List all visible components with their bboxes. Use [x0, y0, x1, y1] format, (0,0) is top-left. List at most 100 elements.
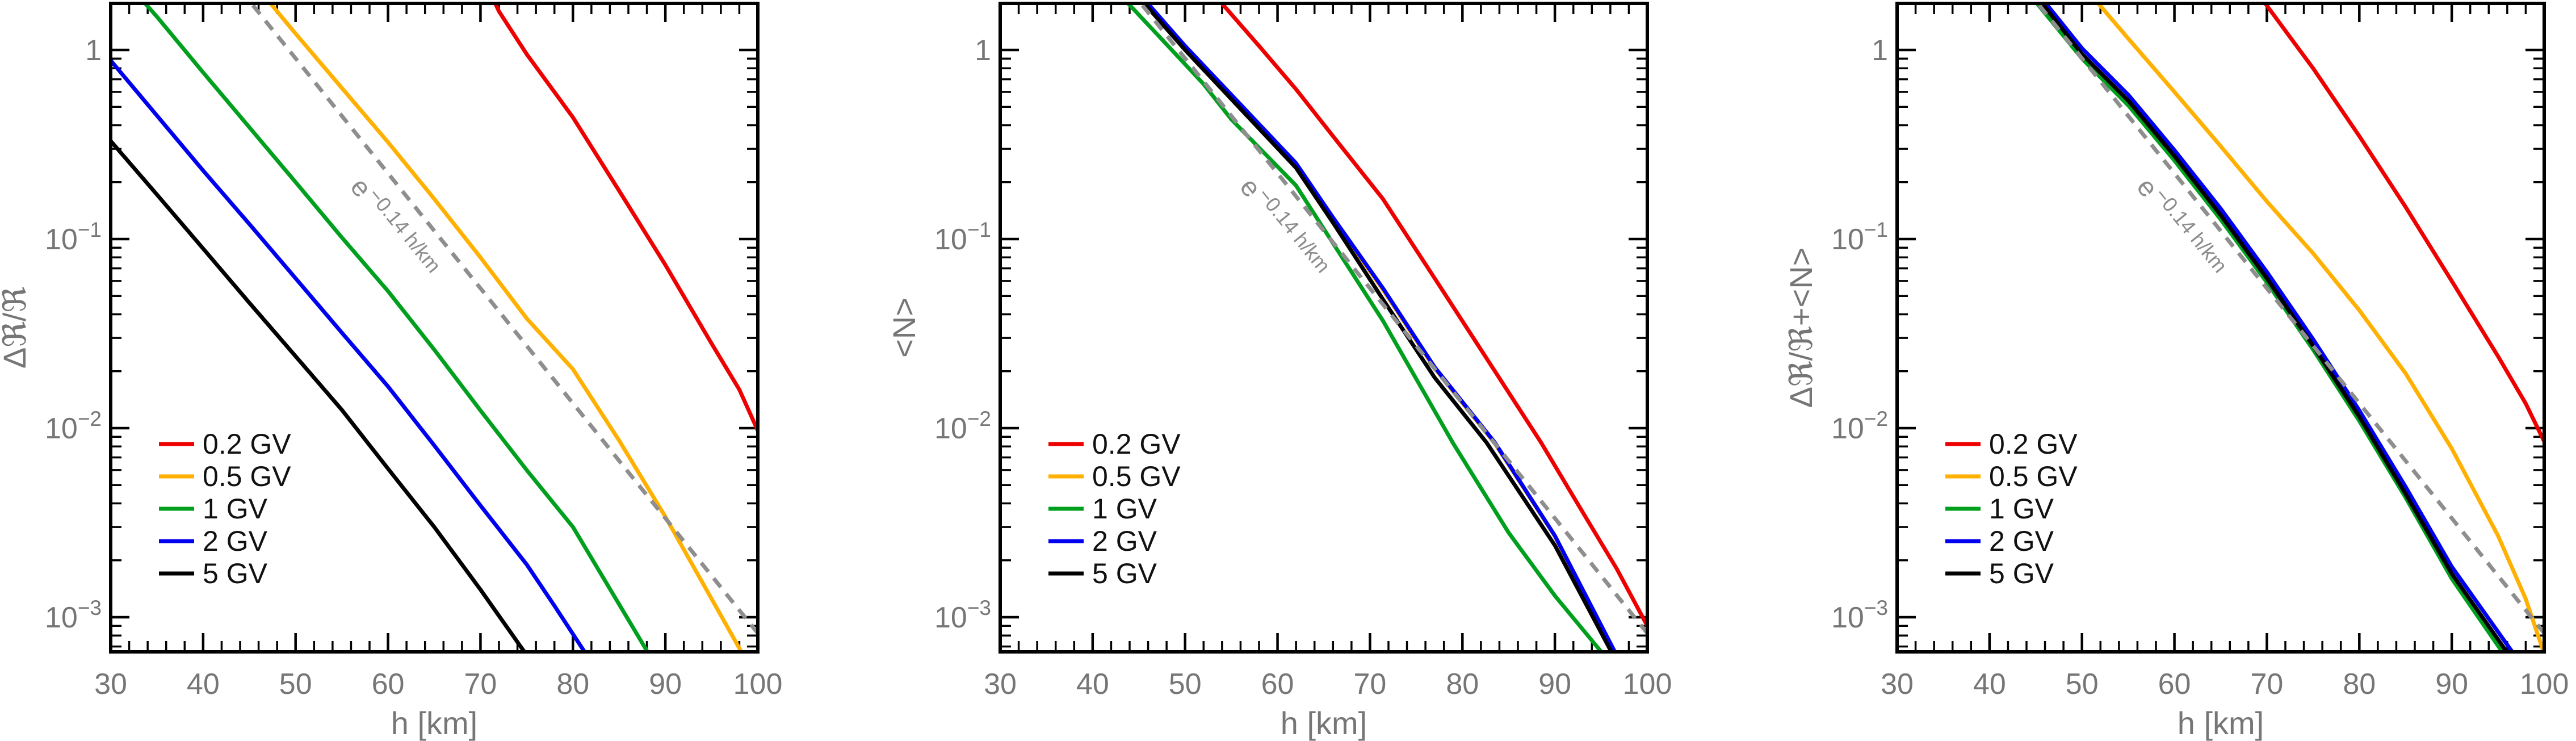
- curve-5gv: [1142, 3, 1614, 652]
- x-axis-label: h [km]: [2178, 705, 2264, 741]
- y-tick-label: 1: [85, 34, 102, 67]
- x-tick-label: 80: [556, 668, 589, 701]
- y-axis-label: <N>: [886, 298, 922, 358]
- legend-label: 0.5 GV: [1092, 460, 1181, 492]
- legend-entry: 0.2 GV: [159, 428, 291, 460]
- legend-label: 0.5 GV: [1989, 460, 2078, 492]
- curve-5gv: [111, 139, 527, 652]
- plot-frame: [998, 2, 1649, 654]
- y-tick-label: 1: [1872, 34, 1888, 67]
- legend-entry: 5 GV: [1945, 558, 2054, 589]
- x-tick-label: 40: [187, 668, 220, 701]
- legend-entry: 0.5 GV: [159, 460, 291, 492]
- x-tick-label: 50: [1169, 668, 1202, 701]
- legend-label: 5 GV: [1092, 558, 1157, 589]
- x-tick-label: 30: [1881, 668, 1914, 701]
- legend-label: 2 GV: [1092, 525, 1157, 557]
- curve-2gv: [2043, 3, 2515, 652]
- legend-entry: 0.2 GV: [1945, 428, 2078, 460]
- plot-frame: [1895, 2, 2546, 654]
- legend-entry: 2 GV: [1945, 525, 2054, 557]
- legend-label: 5 GV: [1989, 558, 2054, 589]
- y-tick-label: 10−3: [934, 596, 991, 634]
- y-axis-label: Δℜ/ℜ: [0, 287, 32, 369]
- legend: 0.2 GV0.5 GV1 GV2 GV5 GV: [1945, 428, 2078, 589]
- legend-entry: 1 GV: [1048, 493, 1157, 525]
- curve-5gv: [2040, 3, 2510, 652]
- x-axis-label: h [km]: [1281, 705, 1367, 741]
- curve-05gv: [268, 3, 744, 652]
- x-tick-label: 90: [1538, 668, 1571, 701]
- x-tick-label: 100: [733, 668, 783, 701]
- curve-05gv: [2095, 3, 2544, 652]
- curve-02gv: [493, 3, 758, 433]
- x-tick-label: 70: [464, 668, 497, 701]
- y-tick-label: 10−2: [1831, 407, 1888, 445]
- x-tick-label: 60: [2158, 668, 2191, 701]
- legend-label: 0.5 GV: [203, 460, 291, 492]
- x-tick-label: 70: [2251, 668, 2284, 701]
- curve-02gv: [2263, 3, 2544, 443]
- x-tick-label: 60: [1261, 668, 1294, 701]
- legend-entry: 1 GV: [1945, 493, 2054, 525]
- y-tick-label: 10−1: [45, 218, 102, 256]
- x-tick-label: 100: [2520, 668, 2569, 701]
- x-tick-label: 40: [1076, 668, 1109, 701]
- dashed-reference-line: [249, 3, 758, 637]
- legend: 0.2 GV0.5 GV1 GV2 GV5 GV: [1048, 428, 1181, 589]
- curve-1gv: [1125, 3, 1604, 652]
- x-tick-label: 50: [2066, 668, 2099, 701]
- legend-entry: 5 GV: [1048, 558, 1157, 589]
- y-tick-label: 10−1: [1831, 218, 1888, 256]
- dashed-reference-line: [2035, 3, 2544, 637]
- legend-label: 0.2 GV: [203, 428, 291, 460]
- legend-label: 1 GV: [1989, 493, 2054, 525]
- tick-marks: [998, 5, 1649, 650]
- y-tick-label: 10−2: [934, 407, 991, 445]
- x-tick-label: 70: [1354, 668, 1387, 701]
- tick-marks: [109, 5, 760, 650]
- x-tick-label: 80: [2343, 668, 2376, 701]
- y-tick-label: 10−2: [45, 407, 102, 445]
- curve-2gv: [1145, 3, 1617, 652]
- legend-entry: 0.5 GV: [1048, 460, 1181, 492]
- dashed-reference-line: [1138, 3, 1647, 637]
- y-tick-label: 10−3: [45, 596, 102, 634]
- legend-label: 1 GV: [203, 493, 268, 525]
- x-tick-label: 100: [1623, 668, 1672, 701]
- y-tick-label: 10−3: [1831, 596, 1888, 634]
- legend-label: 5 GV: [203, 558, 268, 589]
- y-axis-label: Δℜ/ℜ+<N>: [1783, 248, 1819, 408]
- x-tick-label: 80: [1446, 668, 1479, 701]
- legend-entry: 0.2 GV: [1048, 428, 1181, 460]
- legend-label: 2 GV: [1989, 525, 2054, 557]
- curves: [111, 3, 758, 652]
- x-axis-label: h [km]: [391, 705, 477, 741]
- curve-2gv: [111, 58, 587, 652]
- curve-1gv: [2034, 3, 2505, 652]
- curve-05gv: [1143, 3, 1617, 652]
- legend-label: 0.2 GV: [1092, 428, 1181, 460]
- curves: [1125, 3, 1647, 652]
- x-tick-label: 30: [984, 668, 1017, 701]
- x-tick-label: 30: [94, 668, 127, 701]
- legend: 0.2 GV0.5 GV1 GV2 GV5 GV: [159, 428, 291, 589]
- legend-entry: 2 GV: [159, 525, 268, 557]
- x-tick-label: 90: [649, 668, 682, 701]
- y-tick-label: 1: [975, 34, 991, 67]
- legend-entry: 1 GV: [159, 493, 268, 525]
- x-tick-label: 50: [279, 668, 312, 701]
- legend-entry: 2 GV: [1048, 525, 1157, 557]
- legend-label: 1 GV: [1092, 493, 1157, 525]
- legend-label: 2 GV: [203, 525, 268, 557]
- curves: [2034, 3, 2544, 652]
- legend-entry: 5 GV: [159, 558, 268, 589]
- x-tick-label: 90: [2435, 668, 2468, 701]
- x-tick-label: 40: [1973, 668, 2006, 701]
- curve-1gv: [142, 3, 650, 652]
- legend-label: 0.2 GV: [1989, 428, 2078, 460]
